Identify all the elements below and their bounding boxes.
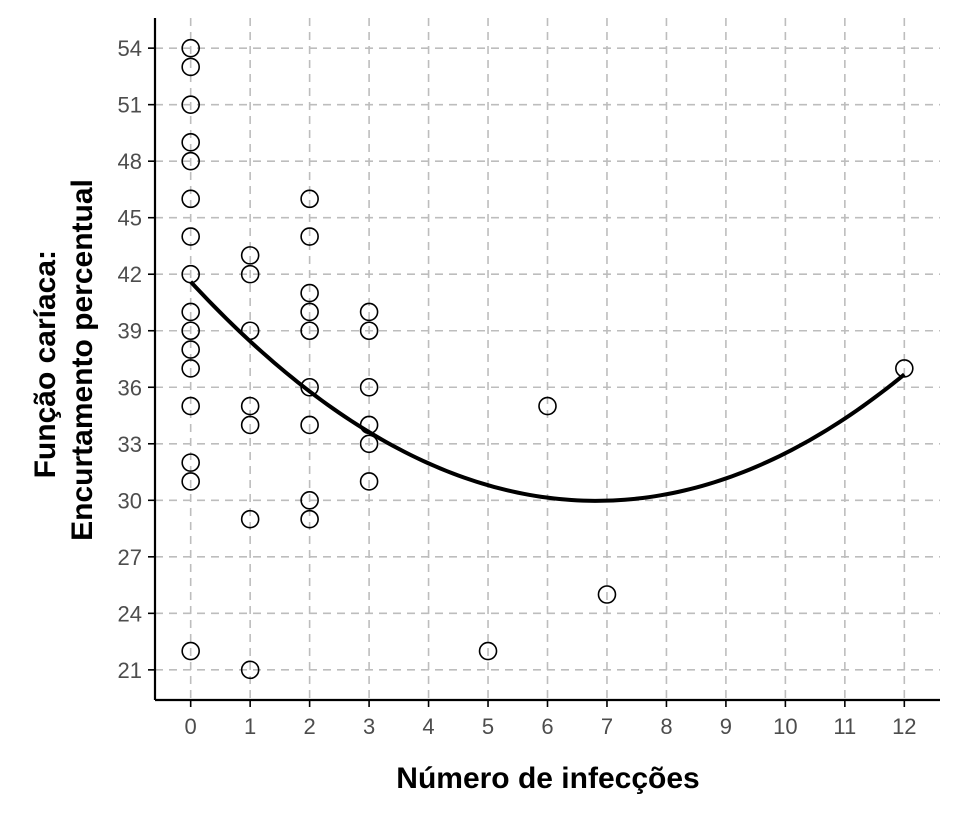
x-tick-label: 8 <box>660 714 672 739</box>
grid <box>155 18 940 700</box>
data-point <box>181 95 200 114</box>
y-tick-label: 48 <box>118 149 142 174</box>
data-point <box>181 359 200 378</box>
data-point <box>300 490 319 510</box>
fit-curve-layer <box>189 280 906 503</box>
x-tick-label: 2 <box>303 714 315 739</box>
data-point <box>181 472 200 491</box>
data-point <box>300 189 319 209</box>
x-tick-label: 1 <box>244 714 256 739</box>
x-tick-label: 0 <box>185 714 197 739</box>
data-point <box>181 151 200 171</box>
y-axis-title: Função caríaca: Encurtamento percentual <box>29 179 99 541</box>
y-tick-label: 33 <box>118 432 142 457</box>
data-point <box>240 246 260 265</box>
fit-curve <box>189 280 906 503</box>
data-point <box>538 396 557 416</box>
y-tick-labels: 21 24 27 30 33 36 39 42 45 48 51 54 <box>118 36 142 683</box>
x-tick-label: 7 <box>601 714 613 739</box>
data-point <box>359 472 379 491</box>
y-tick-label: 45 <box>118 206 142 231</box>
data-point <box>181 302 200 322</box>
data-point <box>359 377 379 397</box>
data-point <box>478 641 498 661</box>
y-tick-label: 54 <box>118 36 142 61</box>
data-point <box>240 264 260 284</box>
data-point <box>181 189 200 209</box>
y-tick-label: 21 <box>118 658 142 683</box>
y-tick-label: 30 <box>118 488 142 513</box>
data-point <box>300 377 319 397</box>
y-tick-label: 42 <box>118 262 142 287</box>
x-tick-label: 12 <box>892 714 916 739</box>
y-axis-title-line-2: Encurtamento percentual <box>66 179 99 541</box>
axes <box>148 18 940 707</box>
y-tick-label: 24 <box>118 601 142 626</box>
y-axis-title-line-1: Função caríaca: <box>29 250 62 478</box>
data-point <box>181 396 200 416</box>
x-tick-labels: 0 1 2 3 4 5 6 7 8 9 10 11 12 <box>185 714 917 739</box>
x-tick-label: 9 <box>720 714 732 739</box>
data-point <box>181 264 200 284</box>
y-tick-label: 39 <box>118 319 142 344</box>
x-tick-label: 6 <box>541 714 553 739</box>
data-point <box>895 359 914 378</box>
data-point <box>181 57 200 77</box>
data-point <box>240 415 260 435</box>
data-point <box>597 585 617 604</box>
data-point <box>240 660 260 680</box>
y-tick-label: 27 <box>118 545 142 570</box>
data-point <box>359 302 379 322</box>
data-point <box>181 453 200 472</box>
data-point <box>300 302 319 322</box>
y-tick-label: 36 <box>118 375 142 400</box>
data-point <box>240 396 260 416</box>
x-tick-label: 11 <box>833 714 856 739</box>
data-point <box>181 641 200 661</box>
x-tick-label: 3 <box>363 714 375 739</box>
data-point <box>181 133 200 152</box>
data-point <box>240 321 260 341</box>
data-point <box>359 434 379 454</box>
data-point <box>300 283 319 303</box>
data-point <box>300 509 319 529</box>
data-point <box>181 38 200 58</box>
x-tick-label: 5 <box>482 714 494 739</box>
data-point <box>300 321 319 341</box>
x-tick-label: 4 <box>422 714 434 739</box>
data-point <box>359 415 379 435</box>
data-point <box>359 321 379 341</box>
data-point <box>181 227 200 246</box>
y-tick-label: 51 <box>118 93 142 118</box>
x-tick-label: 10 <box>773 714 797 739</box>
x-axis-title: Número de infecções <box>396 762 699 795</box>
data-point <box>240 509 260 529</box>
data-points <box>181 38 914 680</box>
data-point <box>181 340 200 359</box>
data-point <box>300 227 319 246</box>
data-point <box>181 321 200 341</box>
data-point <box>300 415 319 435</box>
